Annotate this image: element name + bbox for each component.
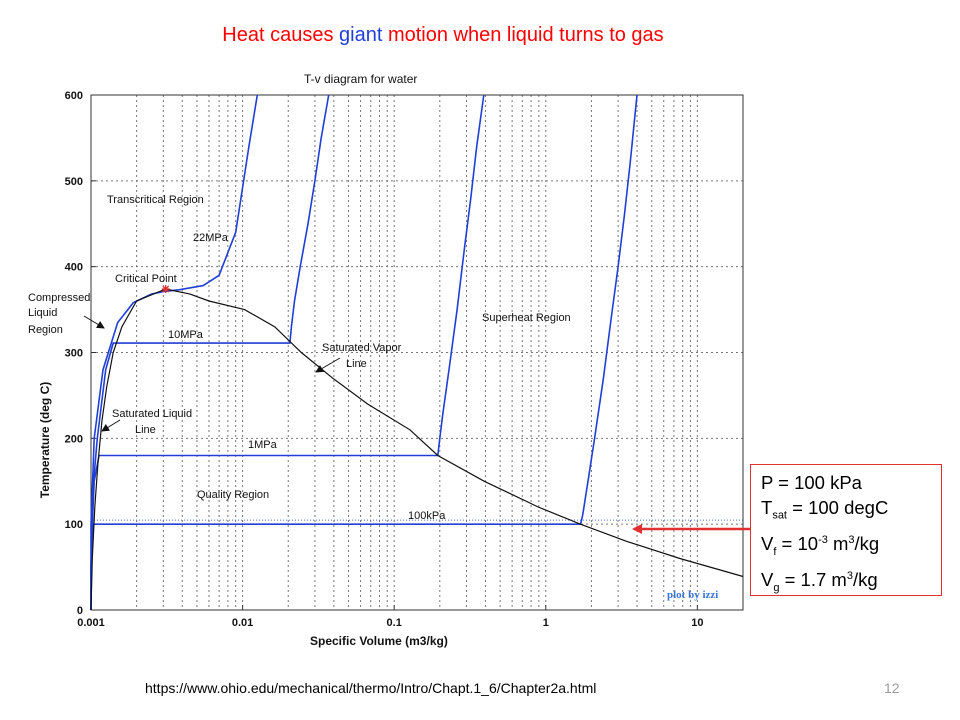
label-compressed-3: Region xyxy=(28,324,63,336)
x-tick-label: 0.1 xyxy=(387,617,402,629)
info-vf-symbol: V xyxy=(761,532,774,554)
label-isobar-100kpa: 100kPa xyxy=(408,510,446,522)
critical-point-marker xyxy=(161,284,170,293)
label-superheat-region: Superheat Region xyxy=(482,312,571,324)
info-vg: Vg = 1.7 m3/kg xyxy=(761,564,941,600)
info-vf-value: = 10 xyxy=(776,532,819,554)
slide-title: Heat causes giant motion when liquid tur… xyxy=(0,24,886,47)
info-pressure-text: P = 100 kPa xyxy=(761,472,862,493)
label-sat-liquid-1: Saturated Liquid xyxy=(112,408,192,420)
chart-title: T-v diagram for water xyxy=(304,72,417,86)
info-tsat: Tsat = 100 degC xyxy=(761,496,941,528)
label-sat-liquid-2: Line xyxy=(135,424,156,436)
label-transcritical-region: Transcritical Region xyxy=(107,194,204,206)
label-isobar-10mpa: 10MPa xyxy=(168,329,204,341)
x-tick-label: 0.01 xyxy=(232,617,253,629)
arrow-sat-vapor xyxy=(315,357,341,373)
label-compressed-2: Liquid xyxy=(28,307,57,319)
info-vf-sub: f xyxy=(773,545,777,558)
tv-diagram-chart: T-v diagram for water 0.001 0.01 0.1 1 10010… xyxy=(28,72,752,648)
chart-series xyxy=(90,94,744,611)
x-tick-label: 10 xyxy=(691,617,703,629)
title-prefix: Heat causes xyxy=(222,24,334,46)
saturation-dome-line xyxy=(90,288,744,611)
info-box: P = 100 kPa Tsat = 100 degC Vf = 10-3 m3… xyxy=(750,464,942,596)
label-critical-point: Critical Point xyxy=(115,273,177,285)
y-tick-label: 500 xyxy=(65,176,83,188)
label-sat-vapor-2: Line xyxy=(346,358,367,370)
title-suffix: motion when liquid turns to gas xyxy=(387,24,664,46)
info-vg-symbol: V xyxy=(761,569,774,591)
label-isobar-22mpa: 22MPa xyxy=(193,232,229,244)
y-tick-label: 400 xyxy=(65,262,83,274)
arrow-sat-liquid xyxy=(101,419,121,432)
y-tick-label: 300 xyxy=(65,348,83,360)
y-tick-label: 600 xyxy=(65,90,83,102)
title-highlight: giant xyxy=(339,24,383,46)
info-vf-unit: m xyxy=(827,532,849,554)
y-tick-label: 100 xyxy=(65,519,83,531)
info-pressure: P = 100 kPa xyxy=(761,471,941,496)
info-vf-unit-exp: 3 xyxy=(848,533,855,546)
label-isobar-1mpa: 1MPa xyxy=(248,439,278,451)
info-tsat-value: = 100 degC xyxy=(787,496,889,518)
x-tick-label: 0.001 xyxy=(77,617,105,629)
label-compressed-1: Compressed xyxy=(28,292,90,304)
label-quality-region: Quality Region xyxy=(197,489,269,501)
info-vf-exp: -3 xyxy=(818,533,828,546)
label-sat-vapor-1: Saturated Vapor xyxy=(322,342,402,354)
info-vg-value: = 1.7 m xyxy=(779,569,847,591)
info-tsat-sub: sat xyxy=(772,509,787,522)
source-url: https://www.ohio.edu/mechanical/thermo/I… xyxy=(145,680,597,696)
y-axis-label: Temperature (deg C) xyxy=(38,382,52,498)
isobar-line xyxy=(90,94,485,610)
plot-credit: plot by izzi xyxy=(667,589,718,601)
info-vf-unit-end: /kg xyxy=(854,532,880,554)
y-tick-label: 200 xyxy=(65,433,83,445)
plot-frame xyxy=(90,94,744,611)
chart-grid xyxy=(91,95,743,610)
y-tick-label: 0 xyxy=(77,605,83,617)
arrow-compressed xyxy=(83,315,105,329)
info-vg-sub: g xyxy=(773,581,780,594)
x-tick-label: 1 xyxy=(543,617,549,629)
info-vg-unit-exp: 3 xyxy=(846,570,853,583)
slide-number: 12 xyxy=(884,680,900,696)
info-tsat-symbol: T xyxy=(761,496,773,518)
info-vf: Vf = 10-3 m3/kg xyxy=(761,528,941,564)
info-vg-unit-end: /kg xyxy=(852,569,878,591)
isobar-line xyxy=(90,94,330,610)
x-axis-label: Specific Volume (m3/kg) xyxy=(310,634,448,648)
